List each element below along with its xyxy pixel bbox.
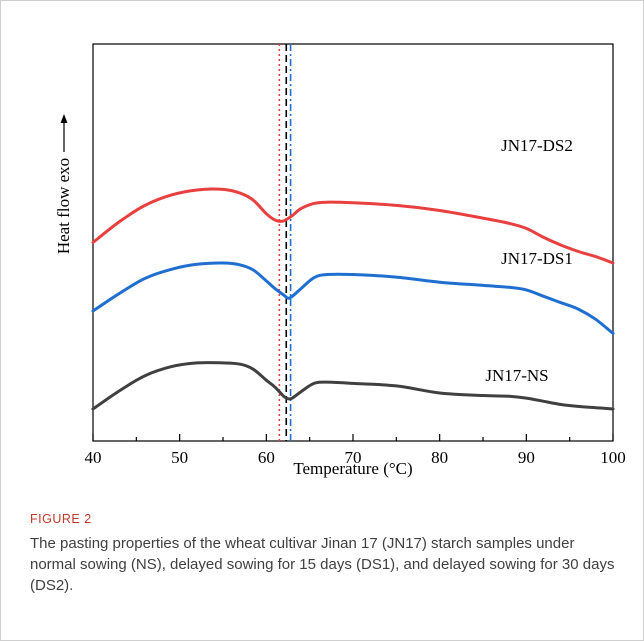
series-line-jn17-ds2 <box>91 187 615 265</box>
y-axis-label: Heat flow exo <box>54 158 73 254</box>
series-line-jn17-ns <box>91 361 615 411</box>
x-tick-label: 60 <box>258 448 275 467</box>
y-axis-label-group: Heat flow exo <box>54 114 73 254</box>
x-tick-label: 40 <box>85 448 102 467</box>
series-labels: JN17-DS2 JN17-DS1 JN17-NS <box>485 136 573 385</box>
y-axis-arrow-head <box>60 114 68 123</box>
x-axis-label: Temperature (°C) <box>293 459 412 478</box>
series-line-jn17-ds1 <box>91 261 615 335</box>
series-label-jn17-ds1: JN17-DS1 <box>501 249 573 268</box>
figure-caption: The pasting properties of the wheat cult… <box>30 535 615 594</box>
reference-lines <box>278 44 292 441</box>
series-label-jn17-ds2: JN17-DS2 <box>501 136 573 155</box>
x-tick-label: 80 <box>431 448 448 467</box>
series-lines <box>91 187 615 411</box>
x-axis-ticks: 40 50 60 70 80 90 100 <box>85 434 626 467</box>
series-label-jn17-ns: JN17-NS <box>485 366 548 385</box>
x-tick-label: 70 <box>345 448 362 467</box>
x-tick-label: 50 <box>171 448 188 467</box>
x-tick-label: 90 <box>518 448 535 467</box>
x-tick-label: 100 <box>600 448 626 467</box>
figure-label: FIGURE 2 <box>30 512 92 526</box>
chart: 40 50 60 70 80 90 100 JN17-DS2JN17-DS1JN17-NS … <box>54 43 626 478</box>
